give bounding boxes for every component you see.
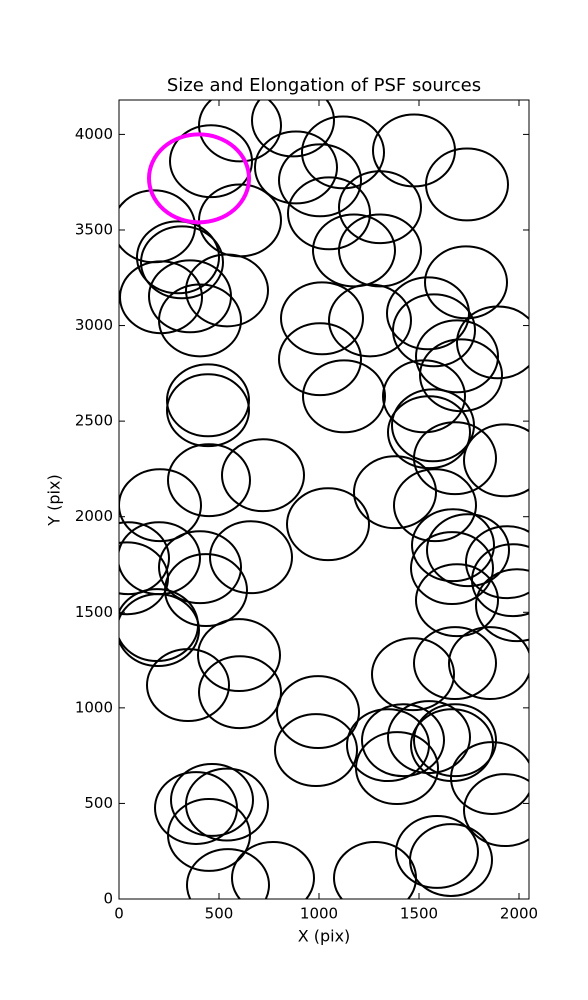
psf-ellipse	[415, 319, 499, 394]
psf-ellipse	[169, 124, 253, 199]
psf-ellipse	[338, 213, 422, 288]
x-tick-label: 2000	[500, 905, 538, 923]
psf-ellipse	[387, 700, 471, 775]
psf-ellipse	[278, 322, 362, 397]
psf-ellipse	[276, 675, 360, 749]
y-axis-label: Y (pix)	[45, 474, 64, 526]
psf-ellipse	[146, 648, 230, 723]
psf-ellipse	[391, 388, 475, 463]
psf-ellipse	[413, 703, 497, 778]
x-tick-label: 1500	[400, 905, 438, 923]
y-tick-label: 500	[84, 794, 113, 812]
psf-ellipse	[411, 508, 495, 583]
psf-ellipse	[185, 253, 269, 328]
psf-ellipse	[166, 373, 250, 448]
psf-ellipse	[198, 100, 282, 163]
psf-ellipse	[413, 421, 497, 496]
psf-ellipse	[328, 283, 412, 358]
y-tick-label: 2500	[75, 412, 113, 430]
chart-title: Size and Elongation of PSF sources	[167, 75, 481, 96]
psf-ellipse	[140, 225, 224, 300]
psf-ellipse	[278, 143, 362, 218]
y-tick-label: 1000	[75, 698, 113, 716]
psf-ellipse	[450, 741, 529, 815]
y-tick-label: 0	[103, 890, 113, 908]
psf-ellipse	[197, 618, 281, 693]
x-tick-label: 0	[114, 905, 124, 923]
psf-ellipse	[410, 531, 494, 606]
psf-ellipse	[333, 841, 417, 899]
psf-ellipse	[361, 703, 445, 778]
psf-ellipse	[254, 130, 338, 205]
psf-ellipse	[221, 438, 305, 513]
psf-ellipse	[136, 220, 220, 295]
psf-ellipse	[338, 170, 422, 245]
psf-ellipse	[463, 423, 529, 498]
psf-ellipse	[393, 468, 477, 543]
y-tick-label: 1500	[75, 603, 113, 621]
psf-ellipse	[286, 487, 370, 562]
psf-ellipse	[456, 305, 529, 380]
plot-area	[119, 100, 529, 899]
y-tick-label: 3500	[75, 220, 113, 238]
psf-ellipse	[166, 363, 250, 438]
psf-ellipse	[382, 359, 466, 434]
psf-ellipse	[475, 568, 529, 643]
psf-ellipse	[395, 815, 479, 889]
psf-ellipse	[186, 848, 270, 899]
psf-ellipse	[387, 395, 471, 470]
psf-ellipse	[119, 468, 202, 543]
psf-ellipse	[392, 293, 476, 368]
psf-ellipse	[231, 841, 315, 899]
psf-ellipse	[167, 443, 251, 518]
psf-ellipse	[185, 767, 269, 842]
psf-ellipse	[251, 100, 335, 158]
x-axis-label: X (pix)	[298, 927, 351, 946]
psf-ellipse	[119, 588, 199, 663]
y-tick-label: 3000	[75, 316, 113, 334]
psf-ellipse	[371, 637, 455, 712]
psf-ellipse	[471, 543, 529, 618]
y-tick-label: 4000	[75, 125, 113, 143]
psf-ellipse	[302, 359, 386, 434]
x-tick-label: 1000	[300, 905, 338, 923]
psf-ellipse	[119, 593, 200, 667]
psf-ellipse	[209, 520, 293, 595]
psf-ellipse	[355, 731, 439, 805]
psf-ellipse	[353, 455, 437, 530]
y-tick-label: 2000	[75, 507, 113, 525]
psf-ellipse	[413, 626, 497, 701]
psf-ellipse	[170, 763, 254, 837]
highlight-ellipse	[147, 132, 251, 225]
psf-ellipse	[425, 147, 509, 222]
axes-frame	[118, 99, 530, 900]
psf-ellipse	[312, 213, 396, 288]
psf-ellipse	[386, 276, 470, 351]
psf-ellipse	[280, 281, 364, 356]
psf-ellipse	[274, 713, 358, 788]
psf-ellipse	[158, 283, 242, 358]
psf-ellipse	[426, 513, 510, 588]
psf-ellipse	[119, 521, 170, 596]
psf-ellipse	[409, 823, 493, 897]
psf-ellipse	[301, 115, 385, 190]
psf-ellipse	[415, 563, 499, 638]
psf-ellipse	[448, 626, 529, 701]
psf-ellipse	[198, 655, 282, 730]
psf-ellipse	[287, 176, 371, 251]
psf-ellipse	[465, 525, 529, 600]
psf-ellipse	[419, 338, 503, 413]
psf-ellipse	[372, 113, 456, 188]
x-tick-label: 500	[205, 905, 234, 923]
psf-ellipse	[424, 245, 508, 320]
psf-ellipse	[167, 798, 251, 872]
psf-ellipse	[158, 530, 242, 605]
psf-ellipse	[463, 773, 529, 848]
